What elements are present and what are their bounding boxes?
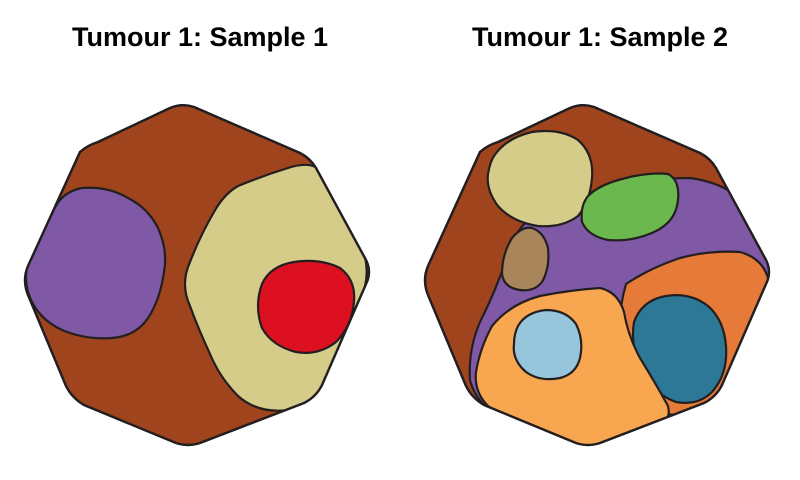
tumour-panel-sample-2 — [423, 104, 771, 447]
tumour-outline — [423, 104, 771, 447]
clone-light-blue — [512, 308, 583, 381]
tumour-outline — [23, 104, 371, 447]
clone-tan — [500, 226, 550, 292]
panel-title-sample-2: Tumour 1: Sample 2 — [471, 22, 729, 52]
tumour-panel-sample-1 — [23, 104, 371, 447]
clone-green — [580, 172, 680, 242]
clone-purple — [25, 186, 167, 340]
panel-title-sample-1: Tumour 1: Sample 1 — [71, 22, 329, 52]
clone-red — [256, 259, 356, 354]
clone-khaki — [486, 129, 594, 228]
